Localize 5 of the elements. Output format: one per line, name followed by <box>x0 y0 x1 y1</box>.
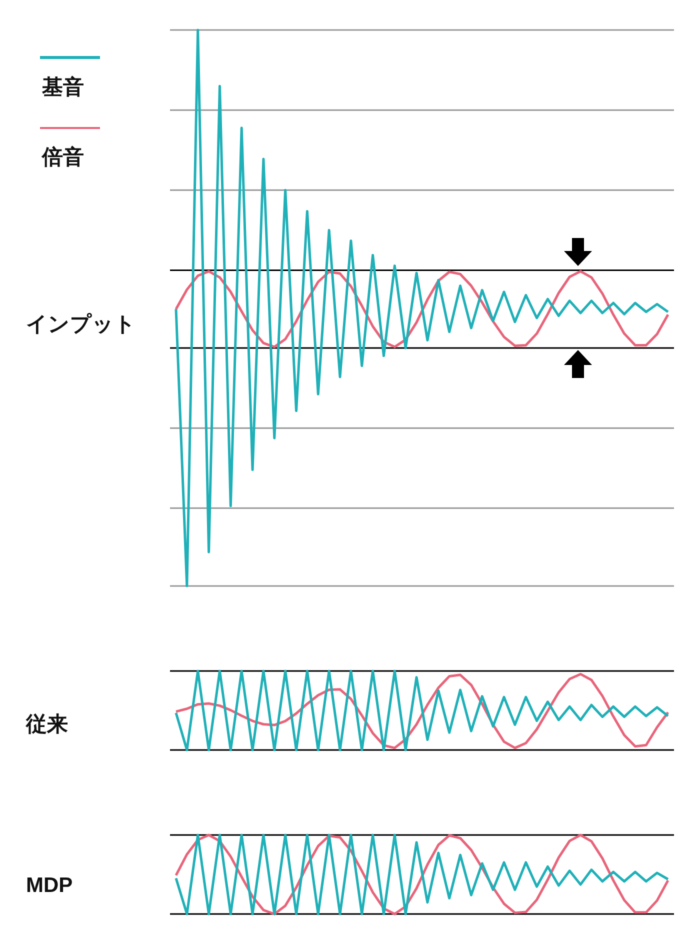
y-axis-title: インプット <box>26 312 136 338</box>
y-axis-title: MDP <box>26 874 73 898</box>
y-axis-title: 従来 <box>26 712 68 738</box>
legend-label: 基音 <box>42 74 85 100</box>
legend-label: 倍音 <box>42 144 85 171</box>
